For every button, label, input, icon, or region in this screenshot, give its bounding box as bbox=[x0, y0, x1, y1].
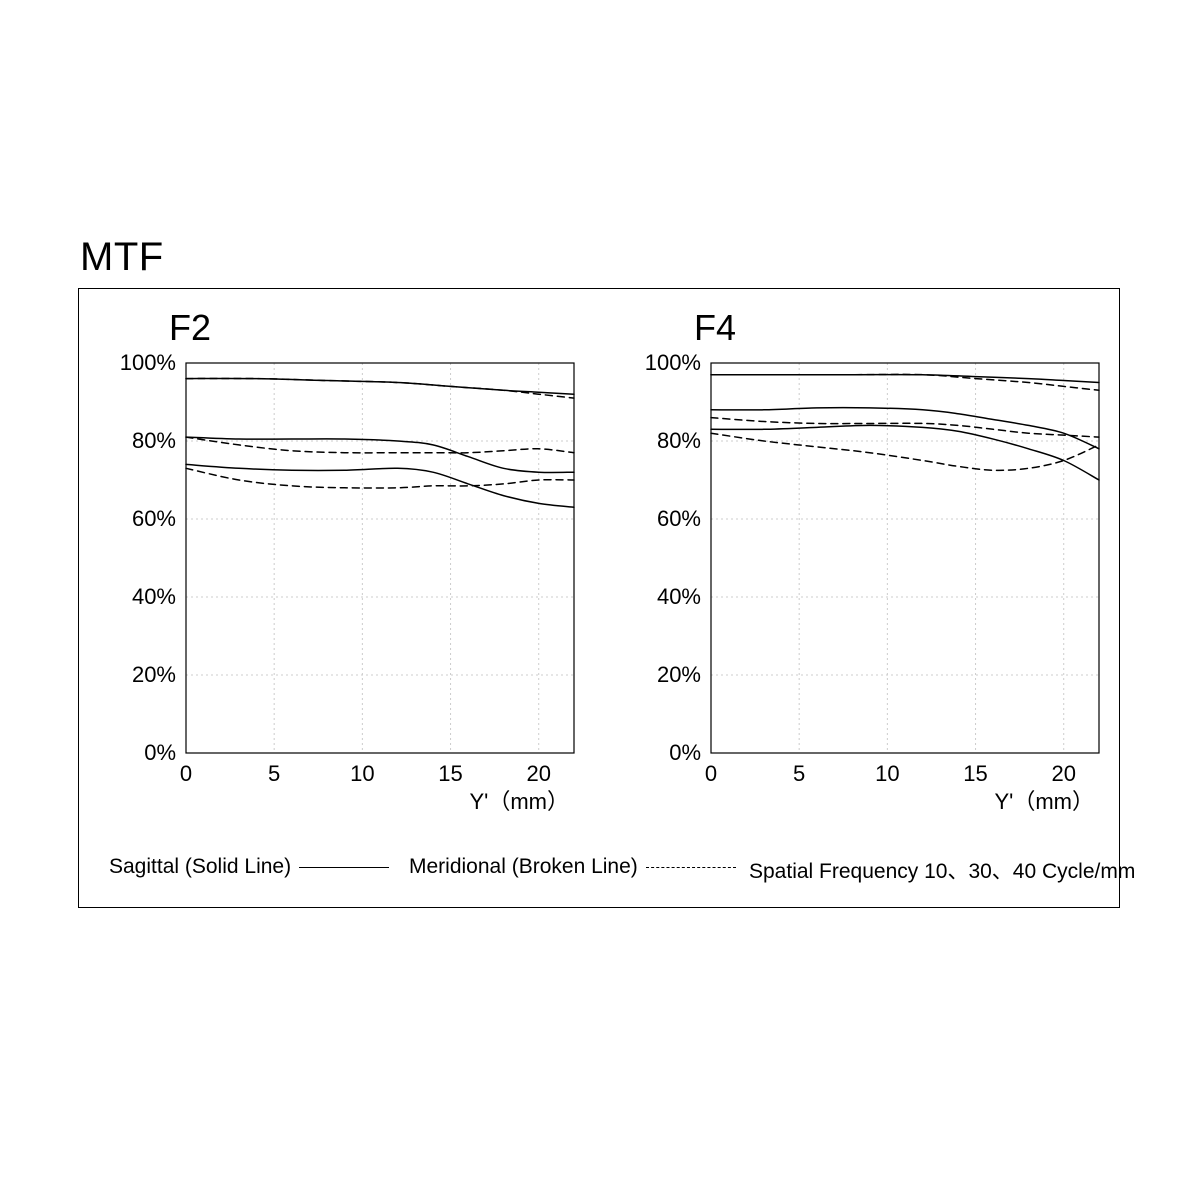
svg-text:0%: 0% bbox=[669, 740, 701, 765]
legend-meridional-label: Meridional (Broken Line) bbox=[409, 855, 638, 879]
panel-f2: F2 0% 20% 40% 60% 80% 100% 0 5 10 15 20 Y'（mm） bbox=[114, 307, 584, 823]
panel-f4: F4 0% 20% 40% 60% 80% 100% 0 5 10 15 20 Y'（mm） bbox=[639, 307, 1109, 823]
svg-text:5: 5 bbox=[268, 761, 280, 786]
legend-frequency-label: Spatial Frequency 10、30、40 Cycle/mm bbox=[749, 855, 1135, 885]
series-meridional-10 bbox=[186, 378, 574, 398]
svg-text:0%: 0% bbox=[144, 740, 176, 765]
series-sagittal-10 bbox=[711, 375, 1099, 383]
svg-text:80%: 80% bbox=[657, 428, 701, 453]
series-meridional-10 bbox=[711, 374, 1099, 390]
panel-f4-title: F4 bbox=[694, 307, 1109, 349]
series-meridional-40 bbox=[186, 468, 574, 488]
svg-text:100%: 100% bbox=[120, 353, 176, 375]
svg-text:60%: 60% bbox=[657, 506, 701, 531]
svg-text:Y'（mm）: Y'（mm） bbox=[994, 789, 1094, 814]
svg-text:60%: 60% bbox=[132, 506, 176, 531]
svg-text:20%: 20% bbox=[132, 662, 176, 687]
svg-text:20%: 20% bbox=[657, 662, 701, 687]
legend-frequency: Spatial Frequency 10、30、40 Cycle/mm bbox=[749, 855, 1135, 885]
legend-sagittal-label: Sagittal (Solid Line) bbox=[109, 855, 291, 879]
legend-sagittal: Sagittal (Solid Line) bbox=[109, 855, 389, 879]
svg-text:20: 20 bbox=[526, 761, 550, 786]
svg-text:10: 10 bbox=[875, 761, 899, 786]
svg-text:20: 20 bbox=[1051, 761, 1075, 786]
svg-text:40%: 40% bbox=[657, 584, 701, 609]
legend-row: Sagittal (Solid Line) Meridional (Broken… bbox=[109, 855, 1099, 885]
svg-text:15: 15 bbox=[963, 761, 987, 786]
series-sagittal-30 bbox=[711, 408, 1099, 449]
series-sagittal-30 bbox=[186, 437, 574, 472]
svg-text:15: 15 bbox=[438, 761, 462, 786]
panel-f4-plot: 0% 20% 40% 60% 80% 100% 0 5 10 15 20 Y'（mm） bbox=[639, 353, 1109, 823]
svg-text:10: 10 bbox=[350, 761, 374, 786]
legend-meridional: Meridional (Broken Line) bbox=[409, 855, 736, 879]
panel-f2-plot: 0% 20% 40% 60% 80% 100% 0 5 10 15 20 Y'（mm） bbox=[114, 353, 584, 823]
svg-text:40%: 40% bbox=[132, 584, 176, 609]
svg-text:5: 5 bbox=[793, 761, 805, 786]
chart-outer-box: F2 0%20%40%60%80%100%05101520Y'（mm） F4 0… bbox=[78, 288, 1120, 908]
panel-f2-title: F2 bbox=[169, 307, 584, 349]
legend-solid-line-icon bbox=[299, 867, 389, 868]
svg-text:Y'（mm）: Y'（mm） bbox=[469, 789, 569, 814]
svg-text:0: 0 bbox=[705, 761, 717, 786]
main-title: MTF bbox=[80, 235, 164, 280]
legend-dashed-line-icon bbox=[646, 867, 736, 868]
svg-text:80%: 80% bbox=[132, 428, 176, 453]
svg-text:0: 0 bbox=[180, 761, 192, 786]
svg-text:100%: 100% bbox=[645, 353, 701, 375]
page-root: MTF F2 0%20%40%60%80%100%05101520Y'（mm） … bbox=[0, 0, 1200, 1200]
